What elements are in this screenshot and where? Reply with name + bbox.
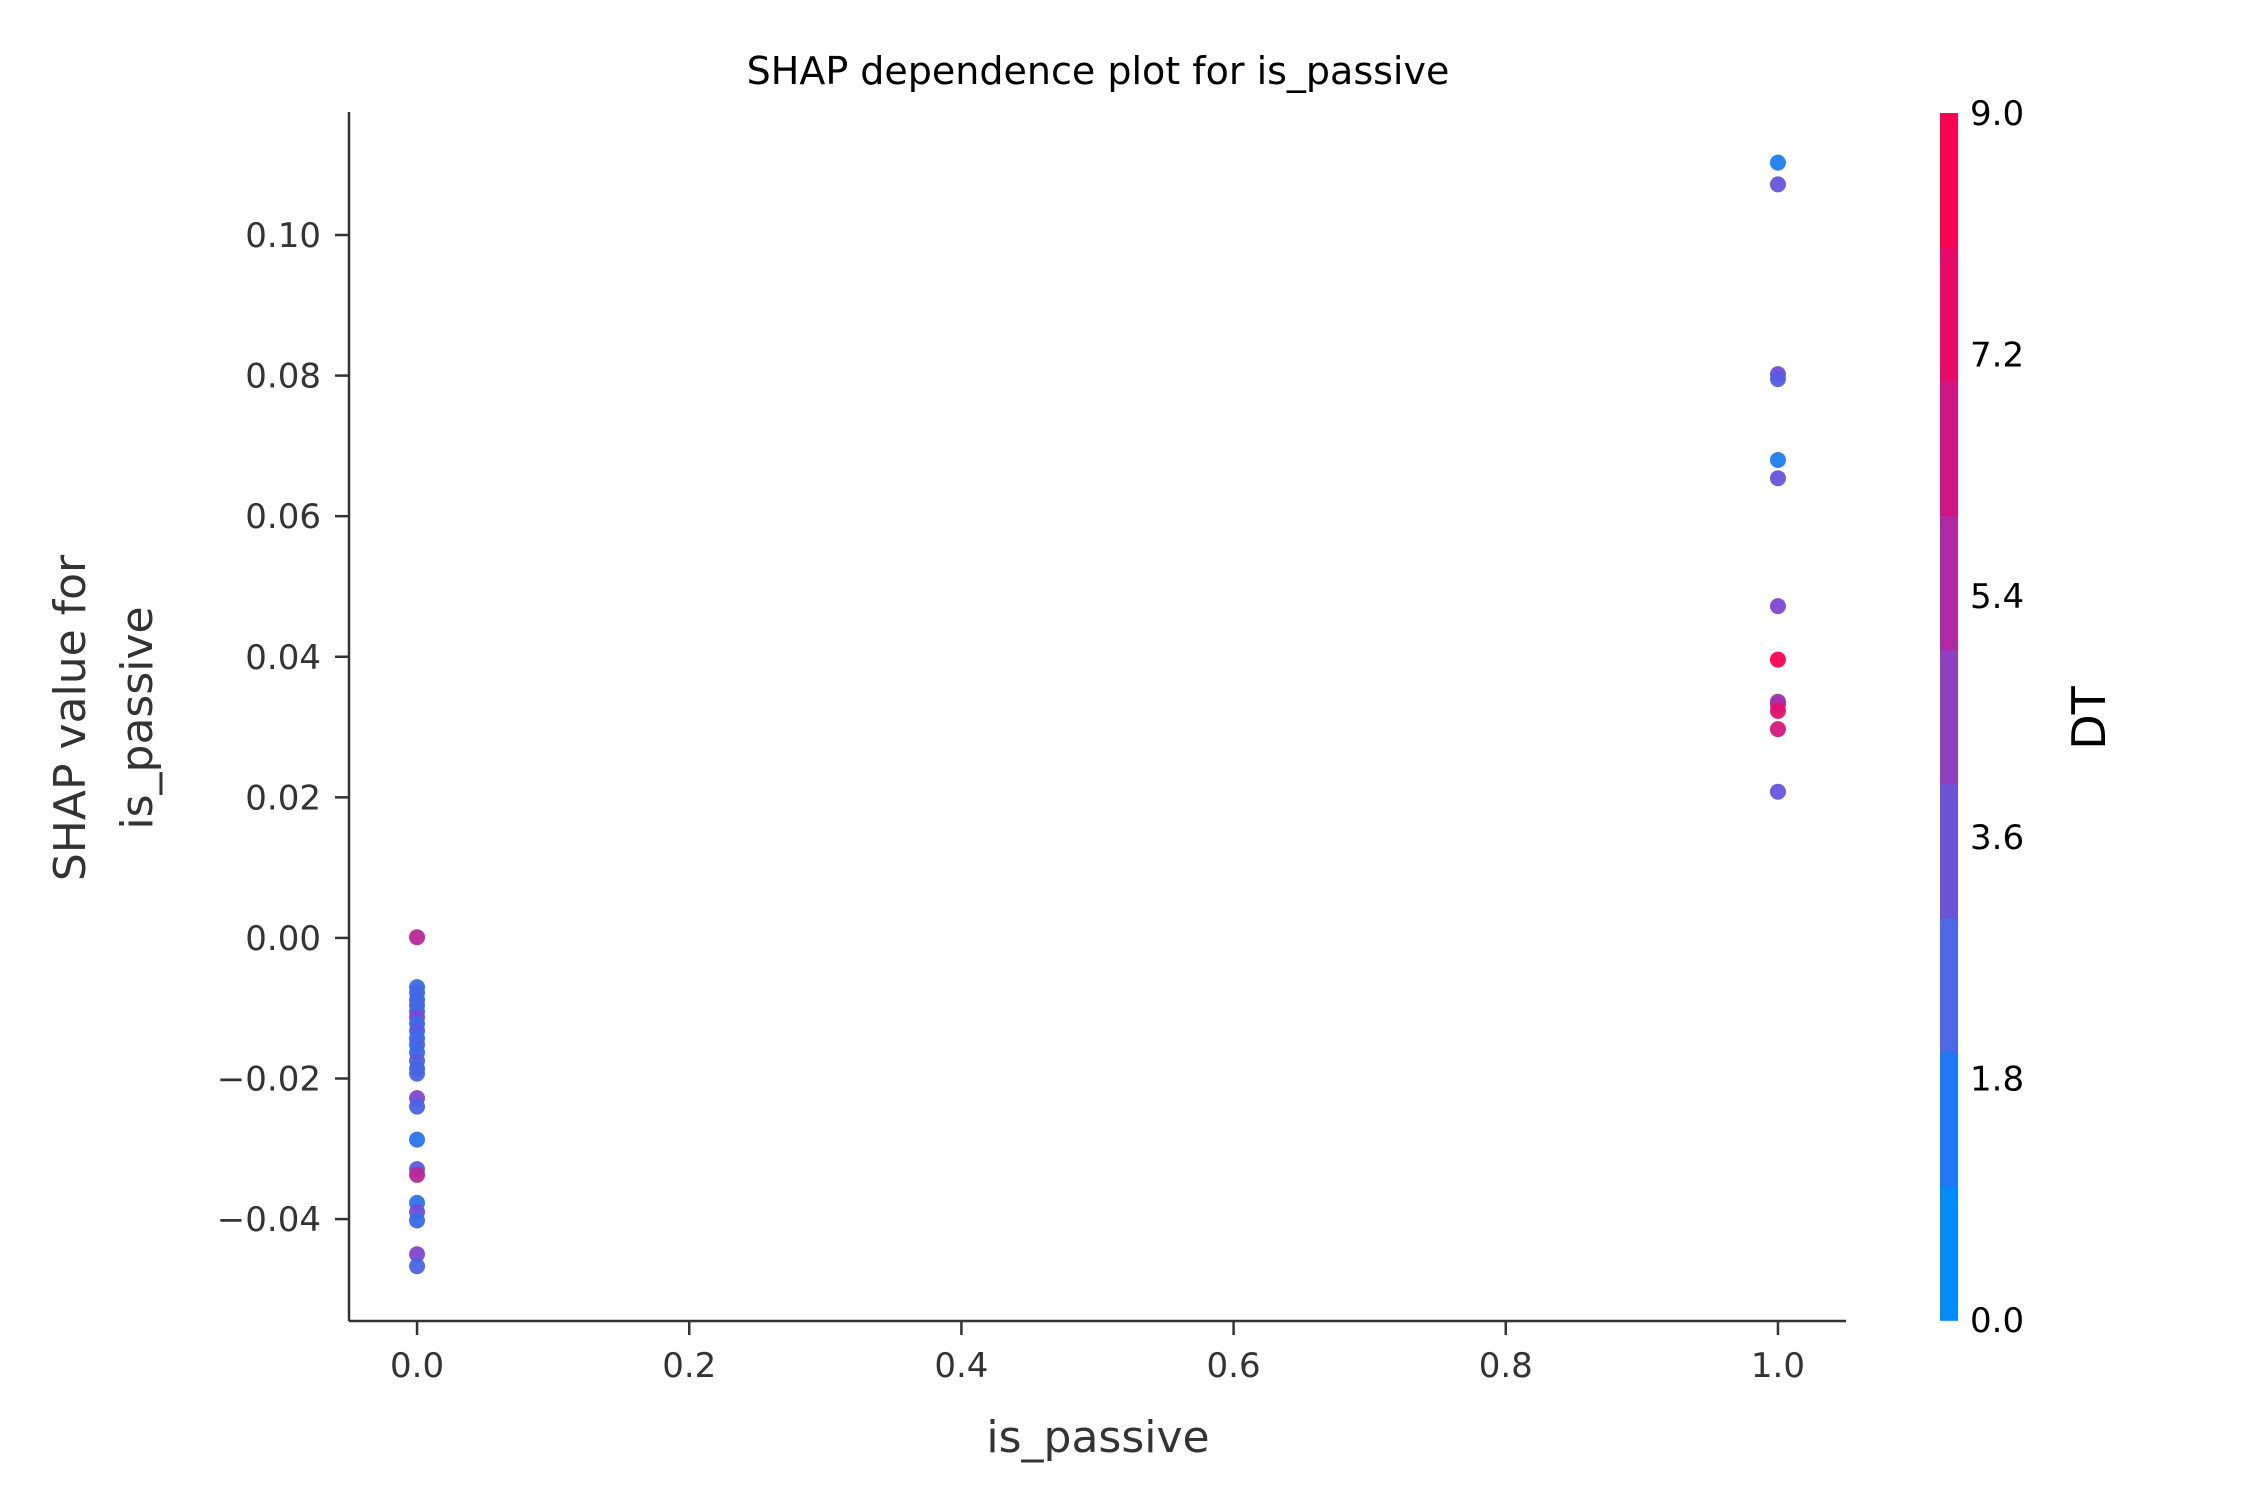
colorbar-tick-label: 9.0 [1970,94,2024,134]
y-ticks: −0.04 −0.02 0.00 0.02 0.04 0.06 0.08 0.10 [217,216,349,1240]
x-tick-label: 0.0 [390,1346,444,1386]
y-axis-title-line-1: SHAP value for [45,554,96,881]
scatter-point [1769,451,1786,468]
scatter-point [409,1065,426,1082]
y-tick-label: 0.08 [245,357,321,397]
colorbar-tick-label: 3.6 [1970,818,2024,858]
colorbar-band [1940,515,1958,651]
x-tick-label: 0.8 [1479,1346,1533,1386]
x-axis-title: is_passive [986,1412,1209,1463]
scatter-point [409,1166,426,1183]
x-tick-label: 1.0 [1751,1346,1805,1386]
colorbar-bands [1940,113,1958,1321]
scatter-point [409,1212,426,1229]
plot-area: −0.04−0.020.000.020.040.060.080.10 0.0 0.… [217,112,1846,1386]
scatter-point [1769,598,1786,615]
colorbar-band [1940,113,1958,248]
y-tick-label: −0.04 [217,1200,321,1240]
colorbar-ticks: 0.0 1.8 3.6 5.4 7.2 9.0 [1970,94,2024,1341]
colorbar-band [1940,247,1958,383]
colorbar-band [1940,1051,1958,1187]
colorbar-band [1940,381,1958,517]
x-tick-label: 0.2 [662,1346,716,1386]
y-tick-label: 0.02 [245,778,321,818]
colorbar: 0.0 1.8 3.6 5.4 7.2 9.0 DT [1940,94,2116,1341]
scatter-point [409,1098,426,1115]
x-tick-label: 0.6 [1207,1346,1261,1386]
scatter-point [1769,651,1786,668]
data-points [409,154,1786,1275]
colorbar-band [1940,917,1958,1053]
scatter-point [409,1258,426,1275]
colorbar-band [1940,1185,1958,1321]
colorbar-tick-label: 0.0 [1970,1301,2024,1341]
colorbar-title: DT [2062,685,2116,749]
scatter-point [1769,721,1786,738]
y-tick-label: 0.00 [245,919,321,959]
scatter-point [409,929,426,946]
colorbar-tick-label: 7.2 [1970,335,2024,375]
scatter-point [409,1246,426,1263]
colorbar-band [1940,783,1958,919]
scatter-point [1769,470,1786,487]
y-tick-label: 0.10 [245,216,321,256]
colorbar-band [1940,649,1958,785]
y-axis-title-line-2: is_passive [112,606,163,829]
x-ticks: 0.0 0.2 0.4 0.6 0.8 1.0 [390,1321,1805,1386]
scatter-point [1769,176,1786,193]
scatter-point [1769,702,1786,719]
scatter-point [409,1131,426,1148]
scatter-point [1769,783,1786,800]
colorbar-tick-label: 5.4 [1970,577,2024,617]
colorbar-tick-label: 1.8 [1970,1060,2024,1100]
y-tick-label: −0.02 [217,1059,321,1099]
x-tick-label: 0.4 [934,1346,988,1386]
y-tick-label: 0.04 [245,638,321,678]
y-tick-label: 0.06 [245,497,321,537]
scatter-point [1769,371,1786,388]
chart-title: SHAP dependence plot for is_passive [747,49,1450,93]
scatter-point [1769,154,1786,171]
y-axis-title: SHAP value for is_passive [45,554,163,881]
